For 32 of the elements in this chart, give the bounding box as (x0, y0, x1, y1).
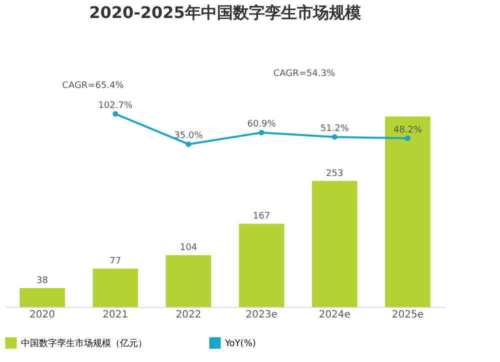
x-tick-label: 2020 (30, 310, 55, 320)
data-label: 167 (252, 212, 270, 222)
data-label: 104 (180, 243, 198, 254)
bar (385, 116, 430, 307)
data-label: 253 (326, 168, 344, 179)
chart-title: 2020-2025年中国数字孪生市场规模 (89, 3, 361, 22)
point (112, 111, 118, 117)
data-label: 51.2% (320, 124, 350, 134)
text: CAGR=65.4% (62, 81, 124, 91)
point (332, 134, 338, 140)
data-label: 102.7% (98, 100, 133, 111)
text: CAGR=54.3% (273, 69, 336, 79)
data-label: 48.2% (393, 125, 422, 136)
bar (238, 224, 284, 307)
x-tick-label: 2024e (318, 310, 350, 320)
point (186, 141, 192, 147)
data-label: 60.9% (247, 120, 276, 130)
point (258, 130, 264, 136)
bar (92, 268, 138, 307)
x-tick-label: 2025e (392, 310, 424, 320)
bar (312, 180, 358, 307)
bar (166, 255, 212, 307)
x-tick-label: 2021 (102, 310, 128, 320)
x-tick-label: 2022 (176, 310, 202, 320)
data-label: 77 (110, 256, 122, 267)
point (404, 136, 410, 142)
legend-label: YoY(%) (224, 339, 256, 349)
data-label: 38 (36, 276, 48, 286)
bar (20, 288, 65, 307)
legend-label: 中国数字孪生市场规模（亿元） (21, 338, 147, 349)
x-tick-label: 2023e (246, 310, 278, 320)
data-label: 35.0% (174, 131, 204, 142)
